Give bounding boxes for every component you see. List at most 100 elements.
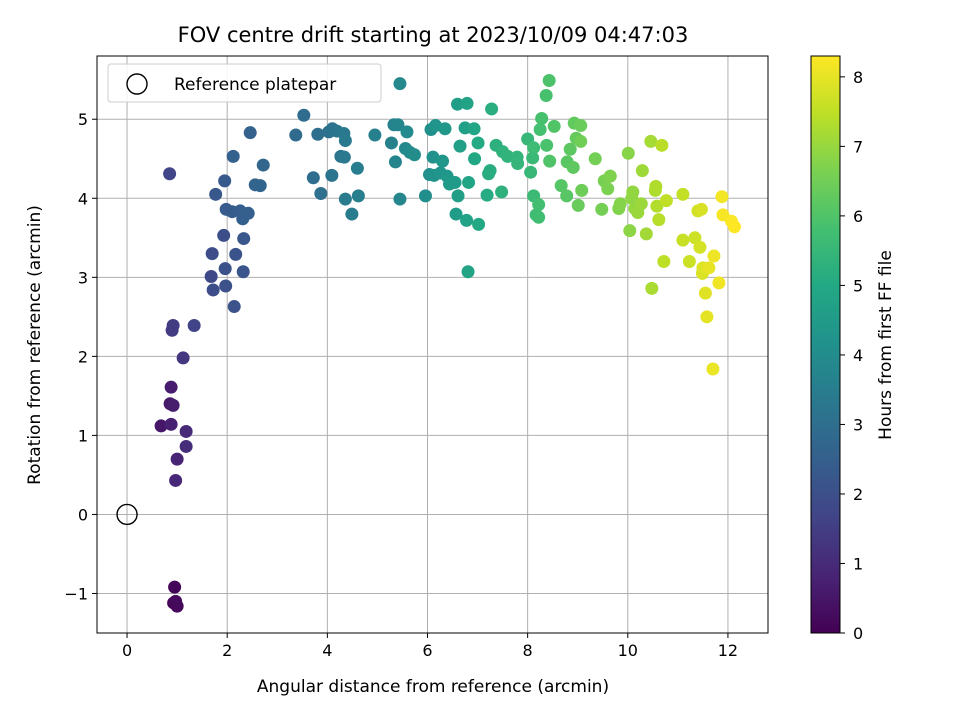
data-point	[218, 262, 232, 276]
y-tick-label: 2	[78, 347, 88, 366]
data-point	[588, 152, 602, 166]
data-point	[501, 149, 515, 163]
colorbar-tick-label: 4	[853, 346, 863, 365]
data-point	[169, 473, 183, 487]
data-point	[256, 158, 270, 172]
data-point	[237, 232, 251, 246]
data-point	[226, 149, 240, 163]
data-point	[574, 134, 588, 148]
data-point	[649, 179, 663, 193]
data-point	[634, 197, 648, 211]
data-point	[236, 265, 250, 279]
data-point	[467, 122, 481, 136]
colorbar-tick-label: 2	[853, 485, 863, 504]
data-point	[168, 580, 182, 594]
data-point	[206, 283, 220, 297]
data-point	[511, 156, 525, 170]
data-point	[400, 125, 414, 139]
data-point	[575, 183, 589, 197]
x-tick-label: 2	[222, 641, 232, 660]
data-point	[542, 74, 556, 88]
data-point	[471, 136, 485, 150]
plot-frame	[96, 55, 769, 634]
data-point	[451, 97, 465, 111]
data-point	[243, 126, 257, 140]
data-point	[393, 192, 407, 206]
data-point	[700, 310, 714, 324]
x-tick-label: 10	[618, 641, 638, 660]
data-point	[676, 187, 690, 201]
legend: Reference platepar	[107, 63, 382, 103]
data-point	[384, 136, 398, 150]
data-point	[227, 300, 241, 314]
data-point	[460, 213, 474, 227]
data-point	[170, 452, 184, 466]
data-point	[253, 179, 267, 193]
data-point	[448, 175, 462, 189]
data-point	[554, 179, 568, 193]
data-point	[527, 141, 541, 155]
x-tick-label: 4	[322, 641, 332, 660]
colorbar-tick-label: 6	[853, 207, 863, 226]
legend-box	[107, 63, 382, 103]
data-point	[338, 192, 352, 206]
data-point	[727, 220, 741, 234]
data-point	[595, 202, 609, 216]
data-point	[218, 174, 232, 188]
data-point	[566, 160, 580, 174]
colorbar: 0 1 2 3 4 5 6 7 8 Hours from first FF file	[810, 55, 896, 643]
data-point	[179, 424, 193, 438]
data-point	[539, 89, 553, 103]
data-point	[179, 439, 193, 453]
data-point	[702, 261, 716, 275]
data-point	[407, 148, 421, 162]
y-tick-label: 1	[78, 426, 88, 445]
data-point	[698, 286, 712, 300]
reference-platepar-marker	[116, 503, 138, 526]
data-point	[368, 128, 382, 142]
data-point	[311, 127, 325, 141]
data-point	[560, 189, 574, 203]
data-point	[626, 185, 640, 199]
colorbar-label: Hours from first FF file	[876, 250, 896, 440]
colorbar-tick-label: 3	[853, 415, 863, 434]
data-point	[712, 276, 726, 290]
data-point	[639, 227, 653, 241]
data-point	[485, 102, 499, 116]
x-tick-label: 6	[422, 641, 432, 660]
data-point	[169, 594, 183, 608]
legend-label: Reference platepar	[174, 75, 336, 95]
data-point	[603, 169, 617, 183]
data-point	[306, 171, 320, 185]
y-tick-label: −1	[64, 584, 88, 603]
data-point	[694, 202, 708, 216]
data-point	[297, 108, 311, 122]
data-point	[241, 206, 255, 220]
data-point	[650, 199, 664, 213]
colorbar-tick-label: 0	[853, 624, 863, 643]
data-point	[289, 128, 303, 142]
data-point	[540, 138, 554, 152]
data-point	[449, 207, 463, 221]
data-point	[652, 213, 666, 227]
data-point	[693, 240, 707, 254]
data-point	[164, 417, 178, 431]
data-point	[388, 155, 402, 169]
data-point	[164, 380, 178, 394]
data-point	[166, 398, 180, 412]
data-point	[472, 217, 486, 231]
data-point	[635, 164, 649, 178]
data-point	[345, 207, 359, 221]
x-tick-label: 0	[122, 641, 132, 660]
data-point	[163, 167, 177, 181]
data-point	[176, 351, 190, 365]
colorbar-gradient	[810, 55, 841, 634]
data-point	[601, 182, 615, 196]
data-point	[657, 255, 671, 269]
data-point	[209, 187, 223, 201]
data-point	[543, 154, 557, 168]
data-point	[391, 118, 405, 132]
data-point	[204, 270, 218, 284]
